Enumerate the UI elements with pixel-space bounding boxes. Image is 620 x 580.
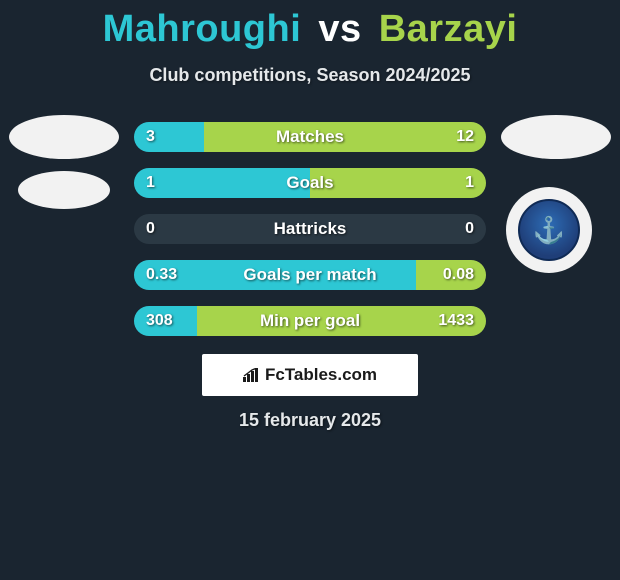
left-logos	[8, 115, 120, 209]
stat-value-left: 308	[146, 306, 173, 336]
club-logo-placeholder	[9, 115, 119, 159]
snapshot-date: 15 february 2025	[0, 410, 620, 431]
club-logo-placeholder	[501, 115, 611, 159]
stat-value-right: 1433	[438, 306, 474, 336]
stat-value-left: 0.33	[146, 260, 177, 290]
stat-value-left: 1	[146, 168, 155, 198]
stat-value-right: 0.08	[443, 260, 474, 290]
title-player2: Barzayi	[379, 8, 518, 50]
stat-value-left: 3	[146, 122, 155, 152]
right-logos	[500, 115, 612, 273]
season-subtitle: Club competitions, Season 2024/2025	[0, 65, 620, 86]
branding-text: FcTables.com	[265, 365, 377, 385]
stat-label: Hattricks	[134, 214, 486, 244]
stat-value-right: 0	[465, 214, 474, 244]
title-player1: Mahroughi	[103, 8, 302, 50]
stat-value-right: 12	[456, 122, 474, 152]
comparison-title: Mahroughi vs Barzayi	[0, 0, 620, 51]
stat-bar-row: 0.330.08Goals per match	[134, 260, 486, 290]
stat-bar-row: 0 0Hattricks	[134, 214, 486, 244]
stat-bar-row: 312Matches	[134, 122, 486, 152]
chart-icon	[243, 368, 261, 382]
stat-bars: 312Matches11Goals00Hattricks0.330.08Goal…	[134, 122, 486, 352]
stat-bar-row: 11Goals	[134, 168, 486, 198]
stat-bar-row: 3081433Min per goal	[134, 306, 486, 336]
stat-value-right: 1	[465, 168, 474, 198]
branding-box: FcTables.com	[202, 354, 418, 396]
club-logo-badge	[506, 187, 592, 273]
stat-bar-seg-left	[134, 168, 310, 198]
anchor-icon	[518, 199, 580, 261]
stat-bar-seg-left	[134, 122, 204, 152]
title-vs: vs	[318, 8, 361, 50]
stat-bar-seg-right	[310, 168, 486, 198]
stat-value-left: 0	[146, 214, 155, 244]
club-logo-placeholder	[18, 171, 110, 209]
stat-bar-seg-right	[204, 122, 486, 152]
